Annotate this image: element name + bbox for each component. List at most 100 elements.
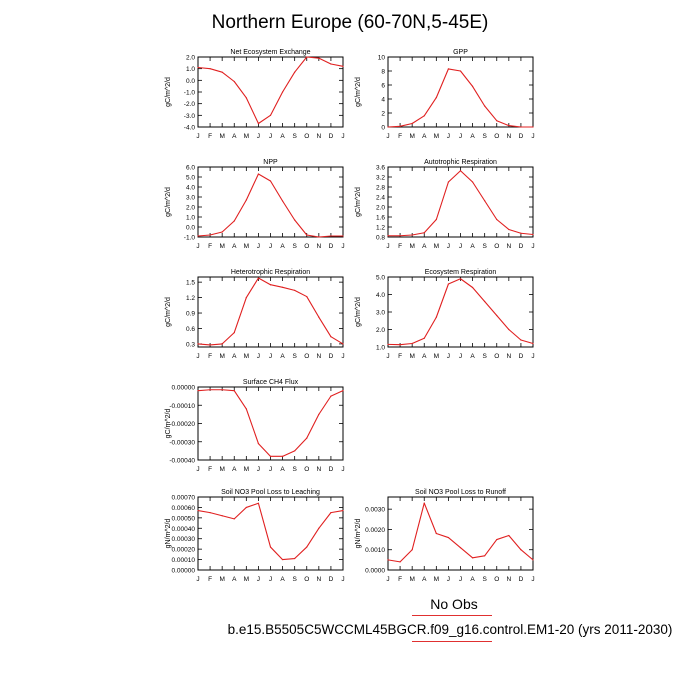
chart-hr-xtick-label: S (292, 353, 297, 360)
chart-no3runoff-xtick-label: A (470, 576, 475, 583)
chart-nee-xtick-label: M (219, 133, 224, 140)
chart-npp-xtick-label: J (257, 243, 260, 250)
chart-ch4-point (245, 408, 247, 410)
chart-ar-point (411, 234, 413, 236)
chart-ar-ytick-label: 0.8 (376, 235, 385, 242)
chart-no3runoff-point (423, 502, 425, 504)
chart-ch4-point (294, 450, 296, 452)
chart-gpp-xtick-label: A (422, 133, 427, 140)
chart-ar-xtick-label: M (409, 243, 414, 250)
chart-npp-point (330, 235, 332, 237)
chart-nee-point (294, 71, 296, 73)
chart-gpp-point (423, 115, 425, 117)
chart-er-point (447, 283, 450, 285)
chart-er-ytick-label: 4.0 (376, 292, 385, 299)
chart-gpp-xtick-label: J (386, 133, 389, 140)
chart-no3runoff-xtick-label: M (409, 576, 414, 583)
chart-er-xtick-label: J (386, 353, 389, 360)
chart-er-xtick-label: N (506, 353, 511, 360)
chart-no3runoff-xtick-label: M (434, 576, 439, 583)
chart-no3runoff-point (411, 549, 413, 551)
chart-nee-point (197, 66, 199, 69)
chart-nee-point (257, 122, 260, 125)
chart-ch4-xtick-label: F (208, 466, 212, 473)
chart-npp-ytick-label: 4.0 (186, 185, 195, 192)
chart-hr-point (245, 296, 247, 299)
chart-hr-point (257, 277, 260, 279)
chart-no3runoff-point (508, 534, 510, 537)
chart-hr-xtick-label: F (208, 353, 212, 360)
chart-hr-point (294, 289, 296, 291)
chart-npp-point (197, 235, 199, 237)
chart-ch4-frame (197, 386, 344, 461)
chart-nee-point (209, 68, 211, 70)
chart-er-ylabel: gC/m^2/d (355, 297, 362, 327)
chart-no3runoff-ylabel: gN/m^2/d (355, 519, 362, 549)
chart-nee-point (245, 97, 247, 99)
chart-no3runoff-xtick-label: J (531, 576, 534, 583)
chart-hr-point (330, 336, 332, 338)
chart-er-xtick-label: J (447, 353, 450, 360)
chart-npp-ytick-label: 3.0 (186, 195, 195, 202)
chart-npp-point (233, 220, 235, 222)
chart-ar-point (496, 218, 498, 221)
chart-hr-xtick-label: D (329, 353, 334, 360)
chart-hr-xtick-label: J (196, 353, 199, 360)
chart-gpp-xtick-label: M (409, 133, 414, 140)
chart-ch4-point (209, 389, 211, 391)
chart-ch4-ytick-label: -0.00010 (169, 403, 195, 410)
chart-ch4-xtick-label: A (232, 466, 237, 473)
chart-hr-point (306, 295, 308, 298)
chart-no3leach-xtick-label: M (244, 576, 249, 583)
chart-ch4-title: Surface CH4 Flux (243, 379, 299, 386)
obs-underline-bottom (412, 641, 492, 642)
chart-nee-ytick-label: -2.0 (184, 101, 196, 108)
chart-nee-ylabel: gC/m^2/d (165, 77, 172, 107)
chart-nee-ytick-label: -4.0 (184, 125, 196, 132)
chart-no3runoff-point (484, 555, 486, 557)
chart-er-point (484, 300, 486, 303)
chart-hr-title: Heterotrophic Respiration (231, 269, 310, 276)
chart-no3runoff-xtick-label: J (459, 576, 462, 583)
chart-npp-xtick-label: D (329, 243, 334, 250)
chart-no3runoff-point (471, 557, 474, 559)
chart-er-point (496, 314, 498, 317)
chart-no3leach-point (330, 512, 332, 514)
chart-hr-series-line (197, 277, 344, 346)
chart-nee-xtick-label: D (329, 133, 334, 140)
chart-er-point (423, 337, 425, 339)
chart-no3runoff-xtick-label: S (482, 576, 487, 583)
chart-no3leach-frame (197, 496, 344, 571)
chart-er-xtick-label: D (519, 353, 524, 360)
chart-gpp-xtick-label: J (459, 133, 462, 140)
chart-npp-xtick-label: O (304, 243, 309, 250)
chart-gpp-point (411, 122, 413, 125)
chart-gpp-title: GPP (453, 49, 468, 56)
chart-npp-point (245, 199, 247, 201)
chart-ar-point (423, 232, 425, 234)
chart-gpp-point (435, 97, 437, 99)
chart-ar-series-line (388, 170, 534, 237)
chart-nee-xtick-label: F (208, 133, 212, 140)
chart-npp-title: NPP (263, 159, 278, 166)
chart-nee-xtick-label: N (316, 133, 321, 140)
chart-ch4-series-line (197, 389, 344, 457)
chart-ar-ytick-label: 3.2 (376, 175, 385, 182)
chart-hr-ytick-label: 0.6 (186, 326, 195, 333)
chart-ar-xtick-label: A (422, 243, 427, 250)
chart-gpp-point (447, 68, 450, 70)
chart-hr-point (233, 331, 235, 334)
chart-no3leach-xtick-label: J (269, 576, 272, 583)
chart-ar-xtick-label: F (398, 243, 402, 250)
chart-ar-ytick-label: 2.0 (376, 205, 385, 212)
chart-hr-point (318, 316, 320, 318)
chart-ar-xtick-label: N (506, 243, 511, 250)
chart-ch4-point (221, 389, 223, 391)
chart-er-frame (387, 276, 534, 348)
chart-er-point (532, 342, 534, 345)
chart-gpp-xtick-label: D (519, 133, 524, 140)
chart-hr-xtick-label: M (244, 353, 249, 360)
chart-hr-xtick-label: A (280, 353, 285, 360)
chart-no3leach-point (221, 515, 223, 517)
chart-no3runoff-xtick-label: O (494, 576, 499, 583)
